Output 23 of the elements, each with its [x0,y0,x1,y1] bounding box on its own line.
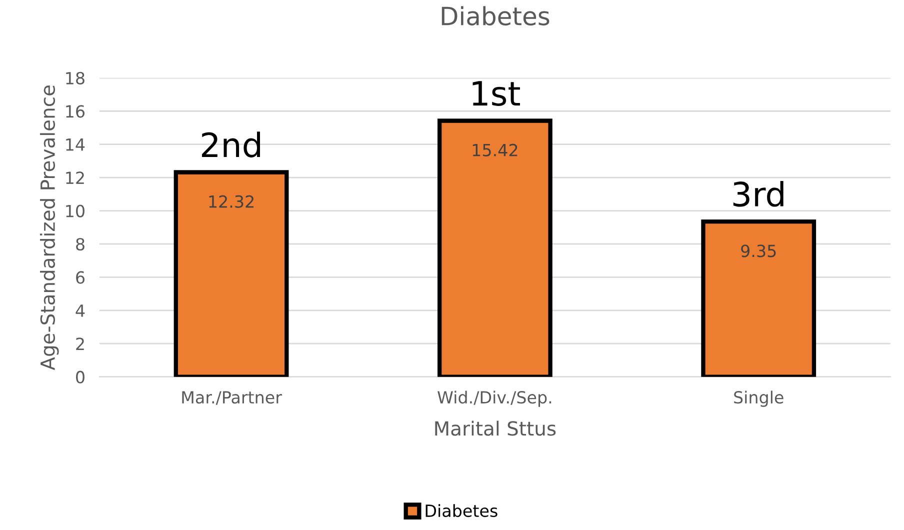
x-tick-label: Single [734,390,784,407]
y-tick-label: 16 [66,105,84,118]
data-label: 15.42 [472,144,518,156]
y-tick-label: 14 [66,138,85,151]
y-tick-label: 10 [66,204,84,218]
y-tick-label: 12 [66,172,84,184]
y-tick-label: 8 [76,238,84,251]
y-tick-label: 4 [76,304,85,317]
x-axis-title: Marital Sttus [435,420,556,436]
chart-title: Diabetes [442,6,550,26]
x-tick-label: Mar./Partner [182,391,282,405]
y-tick-label: 6 [76,271,84,284]
data-label: 12.32 [209,195,254,208]
x-tick-label: Wid./Div./Sep. [438,390,552,407]
legend-label: Diabetes [426,504,498,518]
y-tick-label: 18 [66,72,84,84]
data-label: 9.35 [741,244,776,258]
y-tick-label: 0 [76,370,84,384]
annotation: 1st [472,81,520,106]
y-tick-label: 2 [76,338,84,350]
y-axis-title: Age-Standardized Prevalence [40,85,59,370]
annotation: 3rd [733,180,784,207]
annotation: 2nd [202,132,260,158]
